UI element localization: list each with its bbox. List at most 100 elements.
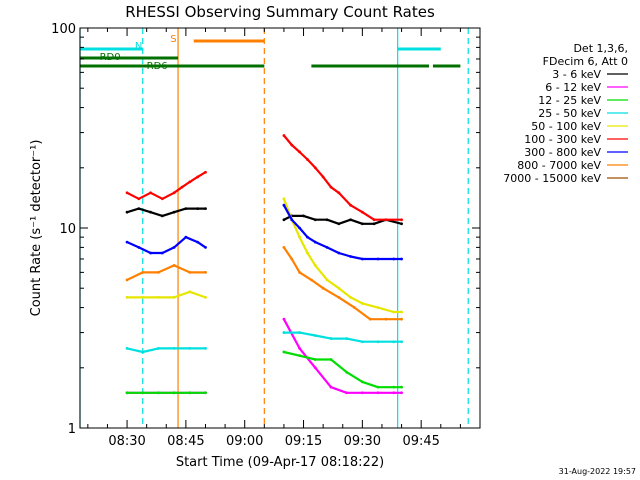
data-point xyxy=(325,278,329,282)
data-point xyxy=(298,150,302,154)
data-point xyxy=(360,301,364,305)
data-point xyxy=(337,222,341,226)
data-point xyxy=(345,391,349,395)
data-point xyxy=(372,222,376,226)
data-point xyxy=(392,257,396,261)
data-point xyxy=(204,391,207,395)
data-point xyxy=(282,197,286,201)
data-point xyxy=(376,385,380,389)
data-point xyxy=(149,210,152,214)
legend-entry-label: 7000 - 15000 keV xyxy=(503,172,601,185)
state-bar-label: S xyxy=(170,34,176,45)
data-point xyxy=(400,391,403,395)
data-point xyxy=(172,264,176,267)
data-point xyxy=(384,317,388,321)
data-point xyxy=(188,391,192,395)
data-point xyxy=(325,218,329,222)
data-point xyxy=(188,180,192,184)
legend-header: FDecim 6, Att 0 xyxy=(543,55,628,68)
data-point xyxy=(392,340,396,344)
data-point xyxy=(282,350,286,354)
series-line xyxy=(126,246,402,321)
data-point xyxy=(313,240,317,244)
data-point xyxy=(149,251,152,255)
data-point xyxy=(282,317,286,321)
data-point xyxy=(172,295,176,299)
data-point xyxy=(282,218,286,222)
state-bars: N S RD0 RD6 xyxy=(80,34,461,72)
data-point xyxy=(204,295,207,299)
data-point xyxy=(349,218,352,222)
data-point xyxy=(345,370,349,374)
data-point xyxy=(360,340,364,344)
data-point xyxy=(188,270,192,274)
data-point xyxy=(290,143,294,147)
data-point xyxy=(313,366,317,370)
data-point xyxy=(360,391,364,395)
data-point xyxy=(125,295,129,299)
data-point xyxy=(329,337,333,340)
data-point xyxy=(400,385,403,389)
y-tick-label: 100 xyxy=(51,22,76,37)
legend-entry-label: 100 - 300 keV xyxy=(524,133,601,146)
data-point xyxy=(298,226,302,230)
data-point xyxy=(321,175,325,179)
data-point xyxy=(290,257,294,261)
data-point xyxy=(313,166,317,170)
data-point xyxy=(313,358,317,361)
data-point xyxy=(157,347,160,350)
data-point xyxy=(125,391,129,395)
data-point xyxy=(321,286,325,290)
data-point xyxy=(125,278,129,282)
data-point xyxy=(337,295,341,299)
data-point xyxy=(376,257,380,261)
y-axis-label: Count Rate (s⁻¹ detector⁻¹) xyxy=(29,140,44,317)
data-point xyxy=(204,207,207,211)
data-point xyxy=(125,240,129,244)
data-point xyxy=(376,340,380,344)
series-group xyxy=(125,134,403,395)
data-point xyxy=(160,251,164,255)
data-point xyxy=(337,286,341,290)
data-point xyxy=(400,222,403,226)
data-point xyxy=(298,347,302,350)
data-point xyxy=(137,207,141,211)
data-point xyxy=(172,245,176,249)
legend-entry-label: 25 - 50 keV xyxy=(538,107,601,120)
data-point xyxy=(184,207,188,211)
data-point xyxy=(360,380,364,384)
data-point xyxy=(160,214,164,218)
data-point xyxy=(137,245,141,249)
data-point xyxy=(282,134,286,137)
y-tick-label: 1 xyxy=(68,422,76,437)
data-point xyxy=(172,391,176,395)
data-point xyxy=(360,257,364,261)
legend-entry-label: 300 - 800 keV xyxy=(524,146,601,159)
state-bar-label: RD6 xyxy=(147,61,168,72)
data-point xyxy=(306,251,309,255)
data-point xyxy=(376,391,380,395)
data-point xyxy=(337,191,341,195)
data-point xyxy=(204,347,207,350)
data-point xyxy=(157,391,160,395)
data-point xyxy=(172,347,176,350)
data-point xyxy=(141,391,145,395)
data-point xyxy=(400,218,403,222)
series-line xyxy=(126,204,402,261)
legend-entry-label: 800 - 7000 keV xyxy=(517,159,601,172)
y-tick-label: 10 xyxy=(59,222,76,237)
state-bar-label: RD0 xyxy=(100,52,121,63)
data-point xyxy=(392,310,396,314)
data-point xyxy=(360,210,364,214)
data-point xyxy=(400,340,403,344)
data-point xyxy=(329,385,333,389)
data-point xyxy=(298,354,302,358)
legend-header: Det 1,3,6, xyxy=(573,42,628,55)
data-point xyxy=(345,337,349,340)
data-point xyxy=(313,218,317,222)
data-point xyxy=(400,310,403,314)
data-point xyxy=(306,158,309,161)
data-point xyxy=(325,245,329,249)
